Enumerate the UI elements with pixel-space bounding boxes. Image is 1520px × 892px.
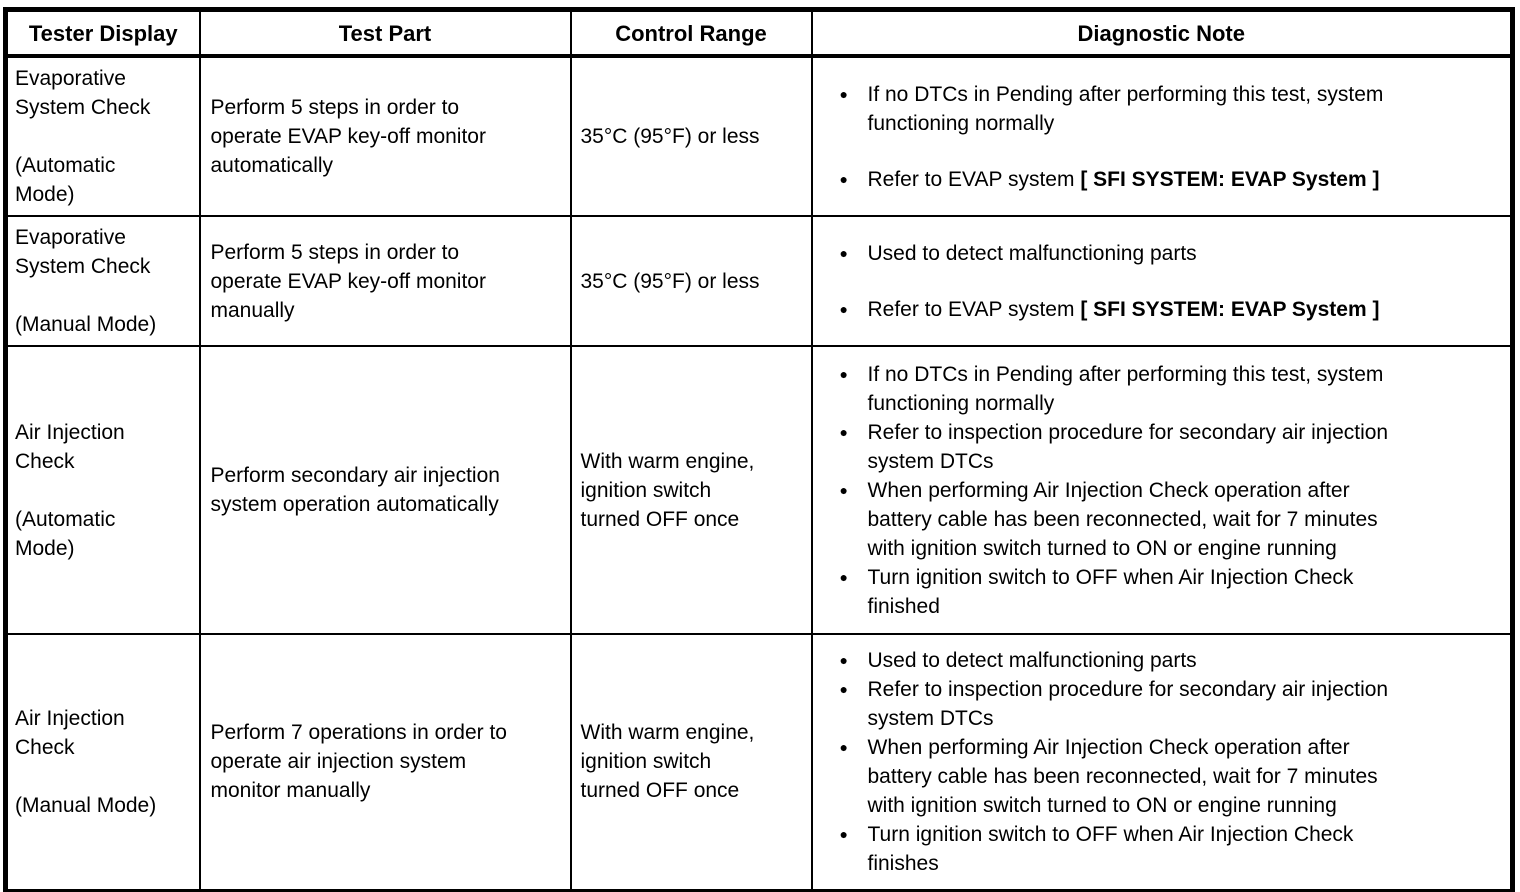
note-text: If no DTCs in Pending after performing t… (867, 362, 1384, 415)
diagnostic-test-table: Tester Display Test Part Control Range D… (3, 7, 1515, 892)
column-header-diagnostic-note: Diagnostic Note (810, 8, 1514, 58)
test-part-cell: Perform 5 steps in order to operate EVAP… (198, 55, 572, 217)
note-list: Used to detect malfunctioning parts Refe… (814, 646, 1505, 878)
note-text: Used to detect malfunctioning parts (867, 648, 1197, 672)
test-part-cell: Perform 7 operations in order to operate… (198, 633, 572, 892)
test-part-cell: Perform secondary air injection system o… (198, 345, 572, 635)
bullet-icon (840, 820, 848, 849)
note-reference: [ SFI SYSTEM: EVAP System ] (1080, 167, 1380, 191)
bullet-icon (840, 239, 848, 268)
tester-display-cell: Air Injection Check (Automatic Mode) (4, 345, 201, 635)
note-item: Refer to EVAP system [ SFI SYSTEM: EVAP … (814, 295, 1413, 324)
bullet-icon (840, 563, 848, 592)
table-row: Air Injection Check (Automatic Mode) Per… (4, 345, 1514, 635)
note-item: Turn ignition switch to OFF when Air Inj… (814, 820, 1413, 878)
bullet-icon (840, 295, 848, 324)
note-list: If no DTCs in Pending after performing t… (814, 80, 1505, 194)
note-item: Used to detect malfunctioning parts (814, 646, 1413, 675)
table-row: Evaporative System Check (Manual Mode) P… (4, 215, 1514, 347)
note-item: Refer to inspection procedure for second… (814, 418, 1413, 476)
tester-display-cell: Air Injection Check (Manual Mode) (4, 633, 201, 892)
control-range-cell: 35°C (95°F) or less (569, 215, 813, 347)
column-header-test-part: Test Part (198, 8, 572, 58)
test-part-cell: Perform 5 steps in order to operate EVAP… (198, 215, 572, 347)
note-list: If no DTCs in Pending after performing t… (814, 360, 1505, 621)
note-item: Used to detect malfunctioning parts (814, 239, 1413, 268)
control-range-cell: With warm engine, ignition switch turned… (569, 345, 813, 635)
note-text: When performing Air Injection Check oper… (867, 478, 1378, 560)
note-text: Used to detect malfunctioning parts (867, 241, 1197, 265)
table-row: Evaporative System Check (Automatic Mode… (4, 55, 1514, 217)
note-reference: [ SFI SYSTEM: EVAP System ] (1080, 297, 1380, 321)
bullet-icon (840, 646, 848, 675)
note-item: When performing Air Injection Check oper… (814, 733, 1413, 820)
diagnostic-note-cell: Used to detect malfunctioning parts Refe… (810, 633, 1514, 892)
column-header-control-range: Control Range (569, 8, 813, 58)
note-text: Refer to inspection procedure for second… (867, 420, 1389, 473)
note-item: If no DTCs in Pending after performing t… (814, 80, 1413, 138)
diagnostic-note-cell: If no DTCs in Pending after performing t… (810, 345, 1514, 635)
note-item: When performing Air Injection Check oper… (814, 476, 1413, 563)
note-text: Turn ignition switch to OFF when Air Inj… (867, 565, 1354, 618)
note-list: Used to detect malfunctioning parts Refe… (814, 239, 1505, 324)
note-text: Turn ignition switch to OFF when Air Inj… (867, 822, 1354, 875)
note-item: If no DTCs in Pending after performing t… (814, 360, 1413, 418)
note-item: Refer to EVAP system [ SFI SYSTEM: EVAP … (814, 165, 1413, 194)
bullet-icon (840, 360, 848, 389)
note-text: Refer to EVAP system (867, 167, 1081, 191)
bullet-icon (840, 733, 848, 762)
note-item: Refer to inspection procedure for second… (814, 675, 1413, 733)
bullet-icon (840, 80, 848, 109)
diagnostic-note-cell: If no DTCs in Pending after performing t… (810, 55, 1514, 217)
diagnostic-note-cell: Used to detect malfunctioning parts Refe… (810, 215, 1514, 347)
note-item: Turn ignition switch to OFF when Air Inj… (814, 563, 1413, 621)
table-row: Air Injection Check (Manual Mode) Perfor… (4, 633, 1514, 892)
bullet-icon (840, 418, 848, 447)
bullet-icon (840, 675, 848, 704)
note-text: Refer to EVAP system (867, 297, 1081, 321)
column-header-tester-display: Tester Display (4, 8, 201, 58)
header-row: Tester Display Test Part Control Range D… (4, 8, 1514, 58)
bullet-icon (840, 165, 848, 194)
tester-display-cell: Evaporative System Check (Automatic Mode… (4, 55, 201, 217)
note-text: If no DTCs in Pending after performing t… (867, 82, 1384, 135)
note-text: When performing Air Injection Check oper… (867, 735, 1378, 817)
bullet-icon (840, 476, 848, 505)
note-text: Refer to inspection procedure for second… (867, 677, 1389, 730)
control-range-cell: 35°C (95°F) or less (569, 55, 813, 217)
tester-display-cell: Evaporative System Check (Manual Mode) (4, 215, 201, 347)
control-range-cell: With warm engine, ignition switch turned… (569, 633, 813, 892)
